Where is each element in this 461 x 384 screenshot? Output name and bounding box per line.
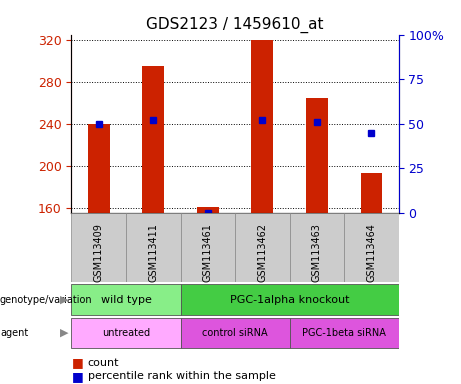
Text: wild type: wild type — [100, 295, 152, 305]
Bar — [235, 213, 290, 282]
Bar — [71, 284, 181, 315]
Bar — [306, 98, 328, 213]
Bar — [181, 318, 290, 348]
Text: GSM113461: GSM113461 — [203, 223, 213, 282]
Text: percentile rank within the sample: percentile rank within the sample — [88, 371, 276, 381]
Text: GSM113464: GSM113464 — [366, 223, 377, 282]
Text: ▶: ▶ — [60, 328, 68, 338]
Text: untreated: untreated — [102, 328, 150, 338]
Text: ■: ■ — [71, 356, 83, 369]
Bar — [290, 213, 344, 282]
Text: PGC-1beta siRNA: PGC-1beta siRNA — [302, 328, 386, 338]
Text: ▶: ▶ — [60, 295, 68, 305]
Bar — [88, 124, 110, 213]
Text: count: count — [88, 358, 119, 368]
Text: genotype/variation: genotype/variation — [0, 295, 93, 305]
Bar — [197, 207, 219, 213]
Bar — [71, 213, 126, 282]
Bar — [290, 318, 399, 348]
Bar — [344, 213, 399, 282]
Text: GSM113463: GSM113463 — [312, 223, 322, 282]
Bar — [181, 284, 399, 315]
Text: GSM113462: GSM113462 — [257, 223, 267, 283]
Bar — [361, 173, 382, 213]
Text: agent: agent — [0, 328, 28, 338]
Text: PGC-1alpha knockout: PGC-1alpha knockout — [230, 295, 349, 305]
Bar — [126, 213, 181, 282]
Text: GSM113411: GSM113411 — [148, 223, 158, 282]
Bar — [181, 213, 235, 282]
Bar — [71, 318, 181, 348]
Title: GDS2123 / 1459610_at: GDS2123 / 1459610_at — [146, 17, 324, 33]
Text: GSM113409: GSM113409 — [94, 223, 104, 282]
Bar — [252, 40, 273, 213]
Bar — [142, 66, 164, 213]
Text: control siRNA: control siRNA — [202, 328, 268, 338]
Text: ■: ■ — [71, 370, 83, 383]
